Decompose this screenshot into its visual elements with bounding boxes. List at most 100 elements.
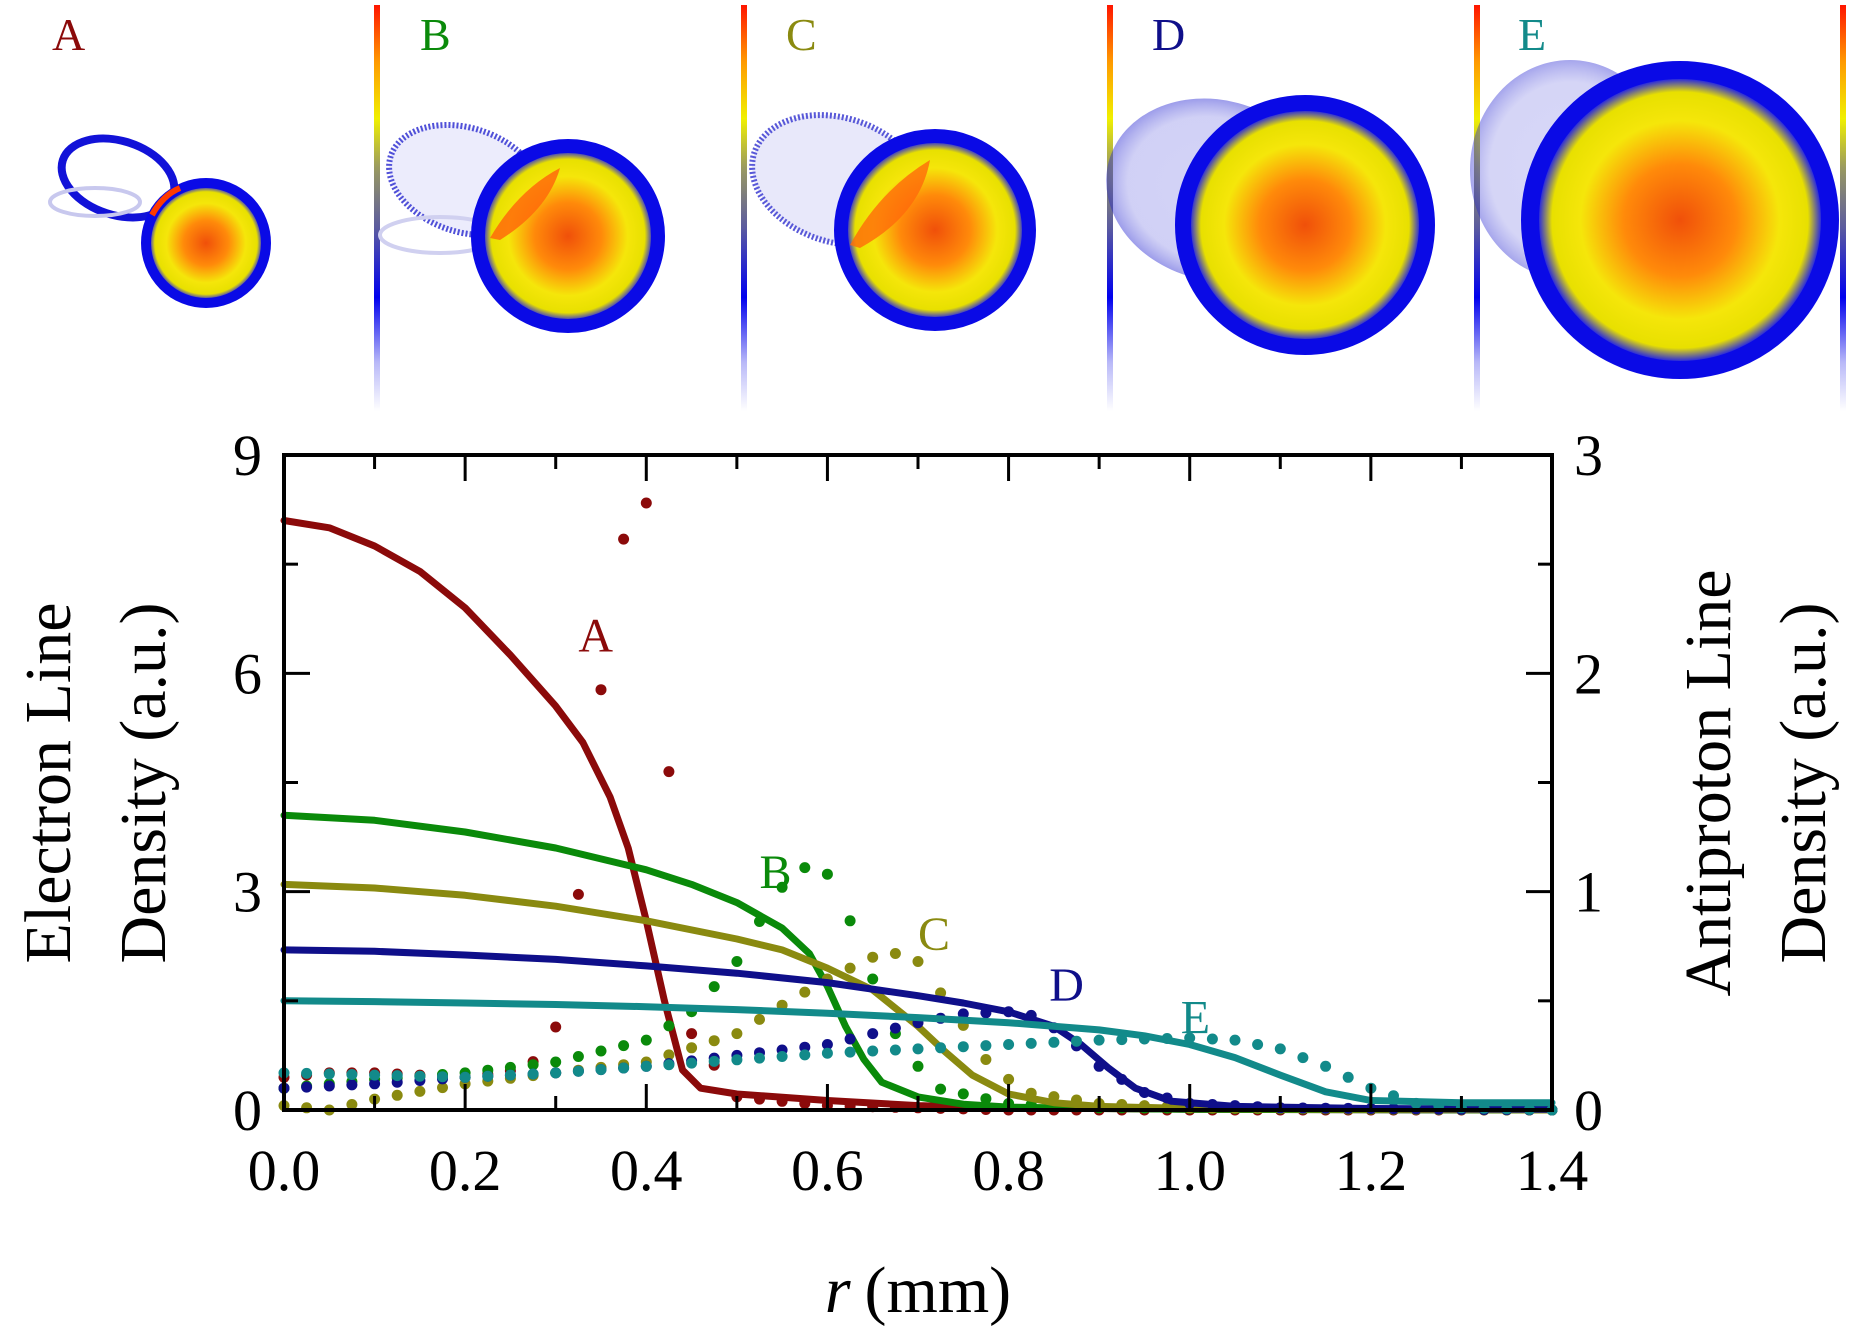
antiproton-point xyxy=(1116,1034,1128,1046)
series-d: D xyxy=(278,946,1558,1116)
y-right-tick-label: 2 xyxy=(1574,641,1603,706)
antiproton-point xyxy=(1071,1035,1082,1047)
x-axis-unit: (mm) xyxy=(865,1254,1012,1327)
antiproton-point xyxy=(323,1068,335,1080)
antiproton-point xyxy=(640,1060,652,1072)
antiproton-point xyxy=(414,1070,426,1082)
antiproton-point xyxy=(821,1047,833,1059)
antiproton-point xyxy=(708,981,720,993)
antiproton-point xyxy=(867,973,879,985)
antiproton-point xyxy=(572,888,584,900)
antiproton-point xyxy=(391,1070,403,1082)
antiproton-point xyxy=(550,1056,562,1068)
antiproton-dots-c xyxy=(278,948,1558,1116)
antiproton-point xyxy=(1229,1034,1241,1046)
right-y-title: Antiproton Line Density (a.u.) xyxy=(1672,569,1840,996)
antiproton-point xyxy=(754,1052,765,1064)
panel-e: E xyxy=(1470,9,1840,380)
panel-d-core xyxy=(1175,95,1435,355)
antiproton-point xyxy=(414,1085,426,1097)
antiproton-point xyxy=(980,1054,992,1065)
x-tick-label: 0.8 xyxy=(972,1138,1045,1203)
antiproton-point xyxy=(889,1044,901,1056)
antiproton-point xyxy=(482,1070,494,1082)
antiproton-point xyxy=(980,1093,992,1105)
antiproton-point xyxy=(912,1060,924,1072)
antiproton-point xyxy=(618,1062,630,1074)
y-left-tick-label: 0 xyxy=(233,1078,262,1143)
antiproton-point xyxy=(301,1081,313,1093)
antiproton-point xyxy=(618,533,630,545)
antiproton-point xyxy=(504,1061,516,1073)
antiproton-point xyxy=(754,1013,765,1025)
antiproton-point xyxy=(346,1069,358,1080)
antiproton-point xyxy=(686,1042,698,1054)
series-label-b: B xyxy=(760,846,792,899)
panel-b-letter: B xyxy=(420,9,451,60)
antiproton-point xyxy=(980,1040,992,1052)
antiproton-point xyxy=(1297,1052,1309,1064)
antiproton-point xyxy=(1274,1043,1286,1055)
antiproton-point xyxy=(346,1099,358,1110)
antiproton-point xyxy=(572,1065,584,1077)
x-tick-label: 1.2 xyxy=(1335,1138,1408,1203)
panel-b-rim xyxy=(471,139,665,333)
antiproton-point xyxy=(618,1040,630,1052)
antiproton-point xyxy=(1048,1036,1060,1048)
antiproton-point xyxy=(844,915,856,927)
panel-c-rim xyxy=(834,129,1036,331)
antiproton-point xyxy=(731,1028,743,1040)
left-y-title: Electron Line Density (a.u.) xyxy=(12,602,180,963)
antiproton-point xyxy=(1342,1071,1354,1083)
series-label-d: D xyxy=(1049,959,1084,1012)
panel-c-crescent xyxy=(850,160,930,248)
panel-a-core xyxy=(142,179,270,307)
antiproton-point xyxy=(1320,1060,1332,1072)
panel-e-rim xyxy=(1521,61,1839,379)
panel-a-crescent xyxy=(149,185,182,217)
panel-a-rim xyxy=(141,178,271,308)
antiproton-point xyxy=(1003,1039,1015,1050)
y-left-tick-label: 9 xyxy=(233,423,262,488)
x-tick-label: 0.0 xyxy=(248,1138,321,1203)
antiproton-point xyxy=(640,497,652,509)
x-tick-label: 1.4 xyxy=(1516,1138,1589,1203)
y-right-tick-label: 1 xyxy=(1574,860,1603,925)
series-label-a: A xyxy=(578,610,613,663)
antiproton-point xyxy=(437,1082,448,1094)
x-tick-label: 0.6 xyxy=(791,1138,864,1203)
antiproton-point xyxy=(369,1069,381,1081)
left-y-title-line1: Electron Line xyxy=(12,602,85,963)
antiproton-point xyxy=(663,1049,675,1061)
antiproton-point xyxy=(844,1046,856,1058)
y-left-tick-label: 3 xyxy=(233,860,262,925)
series-label-e: E xyxy=(1181,992,1210,1045)
panel-a: A xyxy=(48,9,271,308)
antiproton-point xyxy=(799,1049,811,1061)
antiproton-point xyxy=(731,1054,743,1066)
electron-line-e xyxy=(280,997,1556,1107)
colorbar-3 xyxy=(1107,5,1113,411)
series-e: E xyxy=(278,992,1558,1116)
antiproton-point xyxy=(663,1020,675,1032)
antiproton-point xyxy=(640,1034,652,1046)
x-tick-label: 1.0 xyxy=(1153,1138,1226,1203)
colorbar-5 xyxy=(1840,5,1846,411)
antiproton-point xyxy=(776,1051,788,1062)
x-tick-label: 0.2 xyxy=(429,1138,502,1203)
antiproton-point xyxy=(867,951,879,963)
panel-d-rim xyxy=(1175,95,1435,355)
antiproton-point xyxy=(686,1057,698,1069)
antiproton-point xyxy=(912,1043,924,1055)
antiproton-point xyxy=(1252,1039,1264,1050)
antiproton-point xyxy=(346,1079,358,1091)
antiproton-point xyxy=(867,1045,879,1057)
antiproton-point xyxy=(935,1042,947,1054)
colorbar-2 xyxy=(741,5,747,411)
panel-d: D xyxy=(1106,9,1435,355)
antiproton-point xyxy=(821,868,833,880)
right-y-title-line1: Antiproton Line xyxy=(1672,569,1745,996)
antiproton-point xyxy=(595,1045,607,1057)
